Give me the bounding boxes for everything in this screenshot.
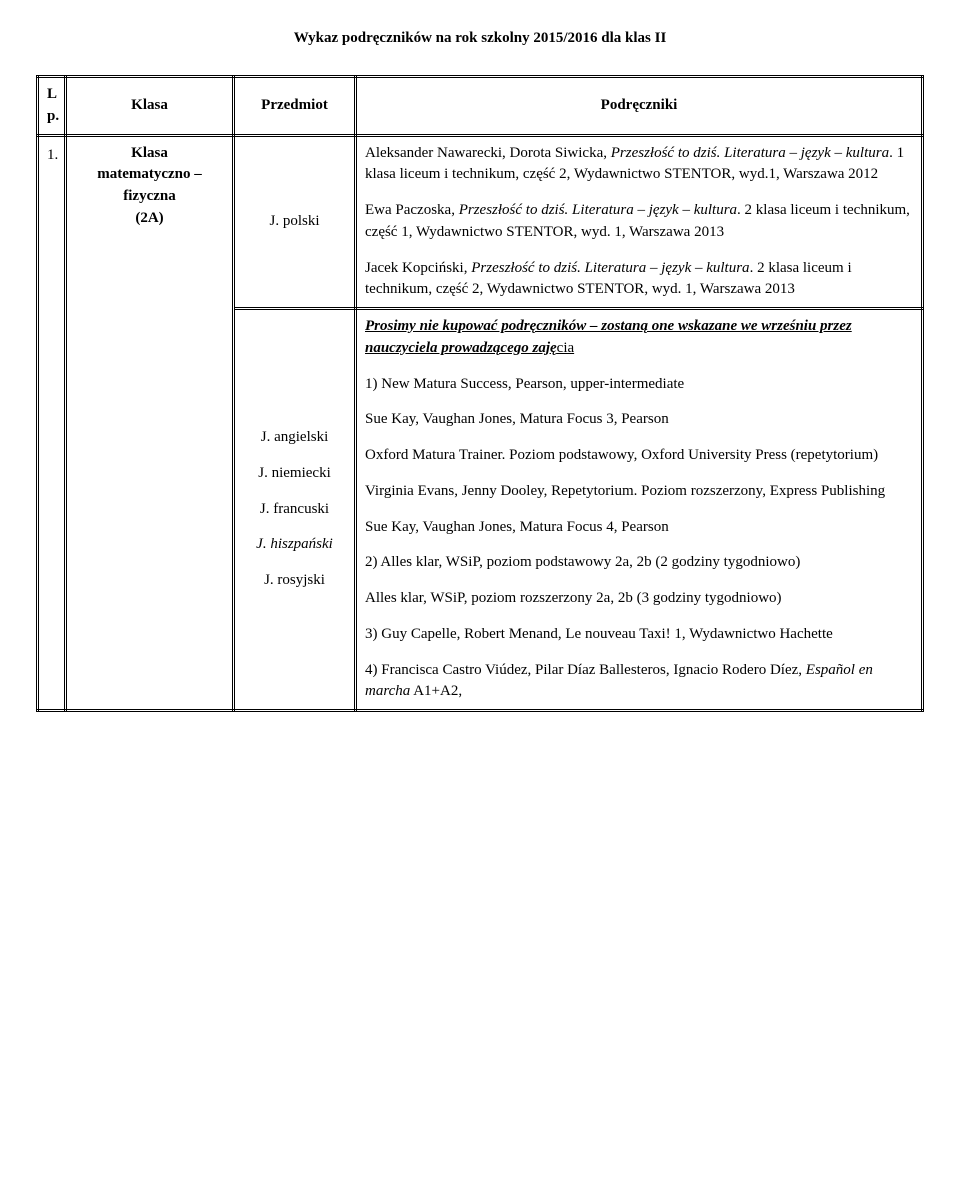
textbook-table: L p. Klasa Przedmiot Podręczniki 1. Klas… [36,75,924,712]
text: Sue Kay, Vaughan Jones, Matura Focus 4, … [365,517,913,539]
text: 2) Alles klar, WSiP, poziom podstawowy 2… [365,552,913,574]
text-italic: Przeszłość to dziś. Literatura – język –… [459,202,737,218]
table-header-row: L p. Klasa Przedmiot Podręczniki [38,77,923,136]
text: A1+A2, [410,683,462,699]
subject-label: J. francuski [243,499,346,521]
text: Oxford Matura Trainer. Poziom podstawowy… [365,445,913,467]
row-klasa: Klasa matematyczno – fizyczna (2A) [66,135,234,711]
text: 1) New Matura Success, Pearson, upper-in… [365,374,913,396]
text: Ewa Paczoska, [365,202,459,218]
text: Jacek Kopciński, [365,260,471,276]
text: Virginia Evans, Jenny Dooley, Repetytori… [365,481,913,503]
content-languages: Prosimy nie kupować podręczników – zosta… [356,309,923,711]
text: 3) Guy Capelle, Robert Menand, Le nouvea… [365,626,689,642]
text: Sue Kay, Vaughan Jones, Matura Focus 3, … [365,409,913,431]
text: Aleksander Nawarecki, Dorota Siwicka, [365,145,611,161]
subject-label: J. polski [269,213,319,229]
header-przedmiot: Przedmiot [234,77,356,136]
text-emphasis: Prosimy nie kupować podręczników – zosta… [365,318,852,356]
subject-label: J. rosyjski [243,570,346,592]
subject-languages: J. angielski J. niemiecki J. francuski J… [234,309,356,711]
text: Alles klar, WSiP, poziom rozszerzony 2a,… [365,588,913,610]
table-row: 1. Klasa matematyczno – fizyczna (2A) J.… [38,135,923,309]
content-polski: Aleksander Nawarecki, Dorota Siwicka, Pr… [356,135,923,309]
row-num: 1. [38,135,66,711]
header-lp: L p. [38,77,66,136]
subject-polski: J. polski [234,135,356,309]
text: 4) Francisca Castro Viúdez, Pilar Díaz B… [365,662,806,678]
text-underline: cia [557,340,574,356]
page-title: Wykaz podręczników na rok szkolny 2015/2… [36,30,924,47]
subject-label: J. angielski [243,427,346,449]
subject-label: J. niemiecki [243,463,346,485]
text-italic: Przeszłość to dziś. Literatura – język –… [611,145,889,161]
header-podreczniki: Podręczniki [356,77,923,136]
klasa-line: Klasa [131,145,168,161]
klasa-line: matematyczno – fizyczna [97,166,202,204]
header-klasa: Klasa [66,77,234,136]
subject-label: J. hiszpański [256,536,333,552]
klasa-line: (2A) [135,210,163,226]
text: Wydawnictwo Hachette [689,626,833,642]
text-italic: Przeszłość to dziś. Literatura – język –… [471,260,749,276]
